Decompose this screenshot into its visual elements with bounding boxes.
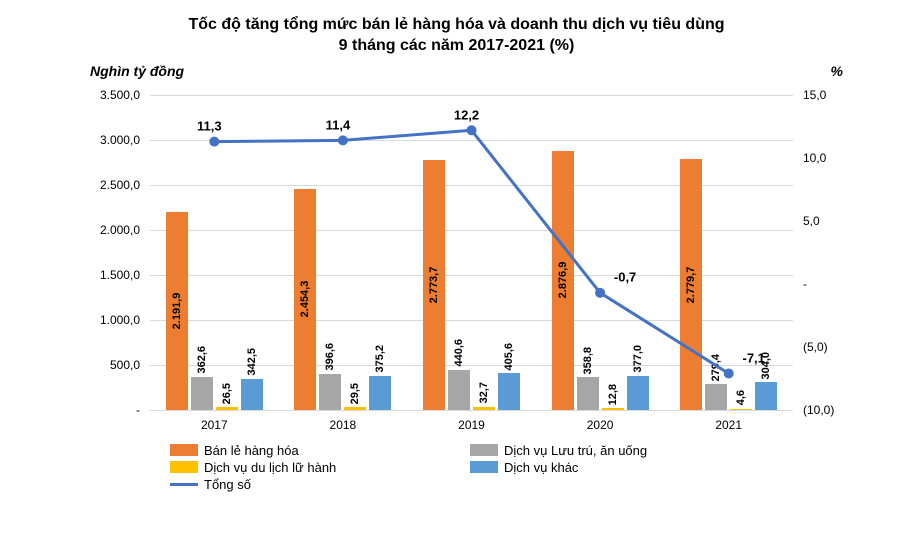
bar: 2.773,7 <box>423 160 445 410</box>
legend-item: Tổng số <box>170 477 470 492</box>
bar-value-label: 279,4 <box>710 354 722 382</box>
bar-value-label: 2.773,7 <box>428 266 440 303</box>
bar-value-label: 342,5 <box>246 348 258 376</box>
bar: 377,0 <box>627 376 649 410</box>
bar: 375,2 <box>369 376 391 410</box>
legend: Bán lẻ hàng hóa Dịch vụ Lưu trú, ăn uống D… <box>170 443 820 494</box>
y-tick-left: 500,0 <box>80 358 140 372</box>
bar-value-label: 2.454,3 <box>299 281 311 318</box>
bar-value-label: 29,5 <box>349 383 361 404</box>
bar: 342,5 <box>241 379 263 410</box>
chart-title: Tốc độ tăng tổng mức bán lẻ hàng hóa và … <box>40 15 873 57</box>
y-tick-left: 3.500,0 <box>80 88 140 102</box>
bar-value-label: 2.779,7 <box>685 266 697 303</box>
bar: 362,6 <box>191 377 213 410</box>
bar-value-label: 375,2 <box>374 345 386 373</box>
line-marker <box>467 125 477 135</box>
y-tick-right: 5,0 <box>803 214 853 228</box>
bar-group: 2.454,3396,629,5375,2 <box>294 189 391 410</box>
bar-value-label: 26,5 <box>221 383 233 404</box>
line-value-label: 11,4 <box>326 117 351 132</box>
y-tick-right: 15,0 <box>803 88 853 102</box>
y-tick-left: 1.000,0 <box>80 313 140 327</box>
bar-value-label: 362,6 <box>196 346 208 374</box>
y-tick-left: 2.000,0 <box>80 223 140 237</box>
y-tick-right: (10,0) <box>803 403 853 417</box>
line-marker <box>209 136 219 146</box>
line-value-label: 12,2 <box>454 107 479 122</box>
bar: 2.876,9 <box>552 151 574 410</box>
bar-value-label: 396,6 <box>324 343 336 371</box>
bar: 304,0 <box>755 382 777 409</box>
legend-swatch-icon <box>470 461 498 473</box>
legend-label: Dịch vụ du lịch lữ hành <box>204 460 336 475</box>
bar-value-label: 32,7 <box>478 382 490 403</box>
legend-label: Dịch vụ Lưu trú, ăn uống <box>504 443 647 458</box>
line-value-label: -7,1 <box>742 351 764 366</box>
bar-value-label: 4,6 <box>735 390 747 405</box>
x-tick: 2018 <box>330 418 357 432</box>
line-value-label: -0,7 <box>614 270 636 285</box>
y-tick-left: 3.000,0 <box>80 133 140 147</box>
legend-item: Dịch vụ Lưu trú, ăn uống <box>470 443 770 458</box>
bar-value-label: 405,6 <box>503 343 515 371</box>
legend-item: Dịch vụ khác <box>470 460 770 475</box>
x-tick: 2019 <box>458 418 485 432</box>
bar-group: 2.191,9362,626,5342,5 <box>166 212 263 409</box>
chart-container: Tốc độ tăng tổng mức bán lẻ hàng hóa và … <box>0 0 913 539</box>
bar: 4,6 <box>730 409 752 410</box>
y-tick-right: 10,0 <box>803 151 853 165</box>
plot-area: -500,01.000,01.500,02.000,02.500,03.000,… <box>150 95 793 410</box>
bar: 279,4 <box>705 384 727 409</box>
legend-swatch-icon <box>170 444 198 456</box>
grid-line <box>150 410 793 411</box>
legend-swatch-icon <box>470 444 498 456</box>
bar-value-label: 12,8 <box>607 384 619 405</box>
legend-swatch-icon <box>170 461 198 473</box>
bar: 26,5 <box>216 407 238 409</box>
y-tick-left: 2.500,0 <box>80 178 140 192</box>
bar-group: 2.779,7279,44,6304,0 <box>680 159 777 409</box>
bar: 358,8 <box>577 377 599 409</box>
bar: 12,8 <box>602 408 624 409</box>
left-axis-label: Nghìn tỷ đồng <box>90 63 184 79</box>
bar: 2.191,9 <box>166 212 188 409</box>
legend-item: Dịch vụ du lịch lữ hành <box>170 460 470 475</box>
plot-wrap: Nghìn tỷ đồng % -500,01.000,01.500,02.00… <box>40 65 873 435</box>
y-tick-right: (5,0) <box>803 340 853 354</box>
bar-value-label: 358,8 <box>582 347 594 375</box>
bar-group: 2.773,7440,632,7405,6 <box>423 160 520 410</box>
grid-line <box>150 95 793 96</box>
legend-label: Dịch vụ khác <box>504 460 578 475</box>
bar: 2.454,3 <box>294 189 316 410</box>
legend-item: Bán lẻ hàng hóa <box>170 443 470 458</box>
title-line-2: 9 tháng các năm 2017-2021 (%) <box>339 37 575 54</box>
y-tick-left: 1.500,0 <box>80 268 140 282</box>
bar: 440,6 <box>448 370 470 410</box>
x-tick: 2020 <box>587 418 614 432</box>
bar: 32,7 <box>473 407 495 410</box>
y-tick-right: - <box>803 277 853 291</box>
right-axis-label: % <box>831 63 843 79</box>
title-line-1: Tốc độ tăng tổng mức bán lẻ hàng hóa và … <box>188 16 724 33</box>
legend-line-icon <box>170 483 198 486</box>
bar-value-label: 440,6 <box>453 339 465 367</box>
legend-label: Bán lẻ hàng hóa <box>204 443 299 458</box>
grid-line <box>150 140 793 141</box>
bar: 405,6 <box>498 373 520 410</box>
bar: 2.779,7 <box>680 159 702 409</box>
bar-value-label: 2.876,9 <box>557 262 569 299</box>
bar-value-label: 2.191,9 <box>171 293 183 330</box>
bar: 29,5 <box>344 407 366 410</box>
legend-label: Tổng số <box>204 477 251 492</box>
y-tick-left: - <box>80 403 140 417</box>
bar-value-label: 377,0 <box>632 345 644 373</box>
x-tick: 2021 <box>715 418 742 432</box>
bar: 396,6 <box>319 374 341 410</box>
x-tick: 2017 <box>201 418 228 432</box>
line-value-label: 11,3 <box>197 119 222 134</box>
